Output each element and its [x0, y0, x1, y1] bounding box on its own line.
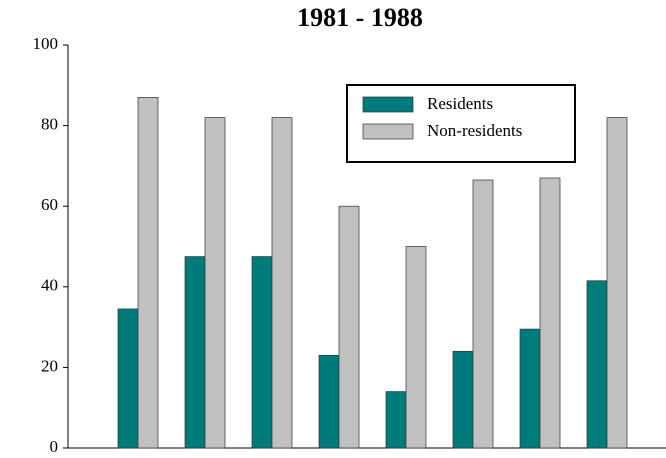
bar	[137, 97, 159, 449]
y-tick-label: 60	[41, 195, 58, 214]
bar	[318, 354, 340, 449]
bar	[117, 308, 139, 449]
legend-swatch	[362, 123, 414, 140]
legend-label: Non-residents	[427, 121, 522, 140]
bar	[271, 117, 293, 449]
bar	[251, 256, 273, 449]
legend-label: Residents	[427, 94, 493, 113]
y-tick-label: 100	[33, 34, 59, 53]
bar	[472, 179, 494, 449]
bar	[586, 280, 608, 449]
legend-box	[346, 84, 576, 163]
bar	[204, 117, 226, 449]
bar	[606, 117, 628, 449]
y-tick-label: 20	[41, 356, 58, 375]
y-tick-label: 80	[41, 115, 58, 134]
chart-title: 1981 - 1988	[297, 3, 423, 32]
bar	[338, 205, 360, 449]
bar	[385, 391, 407, 449]
bar	[452, 350, 474, 449]
bar	[519, 328, 541, 449]
bar	[184, 256, 206, 449]
legend-swatch	[362, 96, 414, 113]
bar	[539, 177, 561, 449]
y-tick-label: 40	[41, 276, 58, 295]
y-tick-label: 0	[50, 437, 59, 456]
bar	[405, 246, 427, 449]
